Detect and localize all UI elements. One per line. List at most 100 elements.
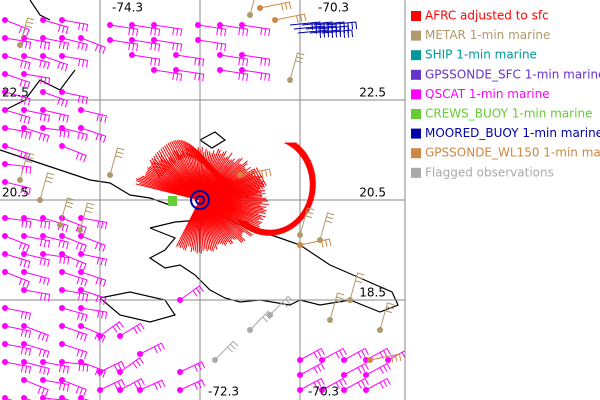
lon-label: -70.3 — [318, 1, 349, 15]
obs-dot — [59, 395, 65, 400]
obs-dot — [177, 369, 183, 375]
obs-dot — [239, 52, 245, 58]
obs-dot — [59, 269, 65, 275]
obs-dot — [40, 53, 46, 59]
wind-barb — [4, 253, 31, 269]
obs-dot — [212, 357, 218, 363]
wind-barb — [252, 170, 264, 190]
wind-barb — [365, 347, 391, 361]
wind-barb — [313, 21, 346, 30]
wind-barb — [308, 174, 317, 185]
obs-dot — [195, 22, 201, 28]
wind-barb — [255, 167, 267, 186]
wind-barb — [299, 377, 325, 391]
wind-barb — [234, 179, 246, 199]
obs-dot — [107, 172, 113, 178]
wind-barb — [306, 168, 316, 178]
obs-dot — [107, 22, 113, 28]
wind-barb — [165, 144, 177, 163]
wind-barb — [329, 292, 345, 321]
wind-barb — [23, 109, 51, 123]
wind-barb — [162, 146, 174, 166]
wind-barb — [167, 142, 179, 162]
obs-dot — [297, 242, 303, 248]
wind-barb — [309, 181, 316, 194]
wind-barb — [153, 155, 165, 175]
obs-dot — [21, 323, 27, 329]
obs-dot — [40, 107, 46, 113]
legend-label: QSCAT 1-min marine — [425, 87, 550, 101]
obs-dot — [17, 177, 23, 183]
legend-label: MOORED_BUOY 1-min marine — [425, 126, 600, 140]
wind-barb — [292, 147, 305, 151]
wind-barb — [61, 145, 87, 163]
obs-dot — [297, 387, 303, 393]
wind-barb — [307, 169, 316, 179]
wind-barb — [176, 139, 188, 159]
wind-barb — [343, 362, 369, 376]
observations — [2, 0, 405, 400]
wind-barb — [221, 174, 233, 194]
obs-dot — [40, 377, 46, 383]
wind-barb — [298, 153, 310, 159]
wind-barb — [42, 91, 69, 108]
obs-dot — [21, 377, 27, 383]
wind-barb — [190, 144, 202, 164]
obs-dot — [267, 312, 273, 318]
obs-dot — [59, 287, 65, 293]
wind-barb — [59, 197, 75, 226]
lat-label: 20.5 — [359, 186, 386, 200]
bahamas-coast — [4, 69, 76, 111]
wind-barb — [131, 39, 161, 52]
wind-barb — [300, 155, 312, 163]
wind-barb — [365, 377, 391, 391]
wind-barb — [4, 361, 32, 374]
wind-barb — [308, 176, 317, 188]
obs-dot — [17, 42, 23, 48]
obs-dot — [78, 269, 84, 275]
obs-dot — [2, 71, 8, 77]
lat-label: 22.5 — [359, 86, 386, 100]
wind-barb — [301, 21, 334, 30]
wind-barb — [301, 156, 313, 164]
wind-barb — [179, 285, 204, 301]
obs-dot — [217, 22, 223, 28]
obs-dot — [377, 327, 383, 333]
wind-barb — [307, 171, 317, 182]
wind-barb — [319, 212, 335, 241]
legend-swatch — [411, 148, 421, 159]
legend-label: CREWS_BUOY 1-min marine — [425, 107, 592, 121]
obs-dot — [21, 71, 27, 77]
obs-dot — [195, 37, 201, 43]
obs-dot — [2, 107, 8, 113]
wind-barb — [61, 55, 89, 68]
wind-barb — [153, 39, 183, 52]
obs-dot — [117, 387, 123, 393]
wind-barb — [241, 54, 271, 67]
obs-dot — [287, 77, 293, 83]
wind-barb — [223, 176, 235, 195]
wind-barb — [79, 202, 95, 231]
wind-barb — [230, 179, 242, 198]
wind-barb — [241, 178, 253, 197]
wind-barb — [387, 350, 405, 361]
obs-dot — [2, 17, 8, 23]
obs-dot — [59, 35, 65, 41]
legend-label: GPSSONDE_WL150 1-min marine — [425, 146, 600, 160]
wind-barb — [212, 166, 224, 186]
wind-barb — [379, 302, 395, 331]
obs-dot — [341, 372, 347, 378]
wind-barb — [4, 109, 31, 125]
obs-dot — [21, 251, 27, 257]
wind-barb — [181, 140, 193, 159]
wind-barb — [4, 235, 30, 253]
legend-swatch — [411, 128, 421, 139]
wind-barb — [321, 347, 347, 361]
wind-barb — [226, 178, 238, 197]
wind-barb — [187, 142, 199, 161]
wind-barb — [192, 146, 204, 165]
obs-dot — [2, 359, 8, 365]
wind-barb — [197, 24, 227, 37]
obs-dot — [2, 179, 8, 185]
obs-dot — [59, 341, 65, 347]
